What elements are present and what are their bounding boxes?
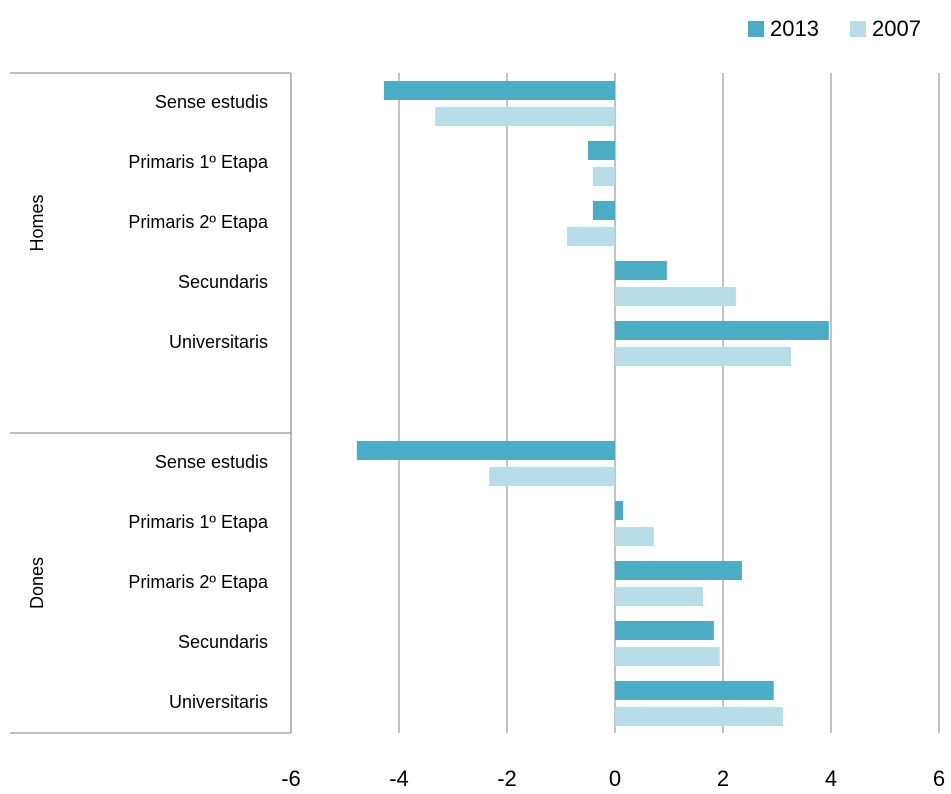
bar xyxy=(615,261,667,280)
y-tick-label: Primaris 2º Etapa xyxy=(128,212,269,232)
bar xyxy=(592,167,615,186)
y-tick-label: Sense estudis xyxy=(155,452,268,472)
x-tick-label: -2 xyxy=(497,766,517,791)
bar xyxy=(383,81,615,100)
bar xyxy=(435,107,615,126)
bar xyxy=(615,681,774,700)
y-tick-label: Universitaris xyxy=(169,332,268,352)
y-tick-label: Primaris 1º Etapa xyxy=(128,152,269,172)
legend-label: 2007 xyxy=(872,16,921,41)
bar xyxy=(615,587,704,606)
legend-swatch xyxy=(850,21,866,37)
bar xyxy=(615,321,829,340)
x-tick-label: -6 xyxy=(281,766,301,791)
legend-swatch xyxy=(748,21,764,37)
y-tick-label: Universitaris xyxy=(169,692,268,712)
y-tick-label: Secundaris xyxy=(178,632,268,652)
y-tick-label: Secundaris xyxy=(178,272,268,292)
bar xyxy=(615,561,742,580)
y-tick-label: Primaris 1º Etapa xyxy=(128,512,269,532)
x-tick-label: 2 xyxy=(717,766,729,791)
bar xyxy=(566,227,615,246)
bar xyxy=(615,527,654,546)
bar xyxy=(615,647,720,666)
x-tick-label: 6 xyxy=(933,766,945,791)
y-tick-label: Sense estudis xyxy=(155,92,268,112)
bar xyxy=(615,707,783,726)
bar xyxy=(356,441,615,460)
x-tick-label: 4 xyxy=(825,766,837,791)
bar xyxy=(592,201,615,220)
group-label: Dones xyxy=(27,557,47,609)
bar xyxy=(489,467,615,486)
bar xyxy=(615,621,714,640)
bar xyxy=(588,141,615,160)
y-tick-label: Primaris 2º Etapa xyxy=(128,572,269,592)
bar xyxy=(615,347,792,366)
x-tick-label: 0 xyxy=(609,766,621,791)
group-label: Homes xyxy=(27,194,47,251)
bar xyxy=(615,287,736,306)
legend-label: 2013 xyxy=(770,16,819,41)
bar xyxy=(615,501,624,520)
x-tick-label: -4 xyxy=(389,766,409,791)
